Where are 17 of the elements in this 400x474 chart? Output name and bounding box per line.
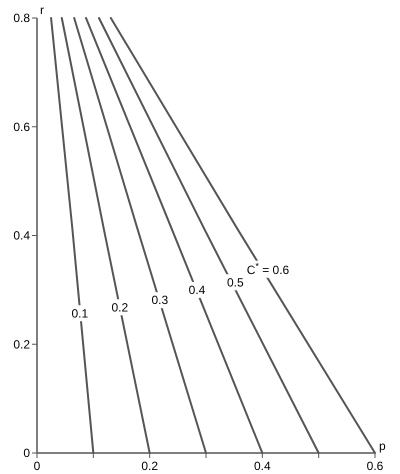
y-tick-label: 0.4 bbox=[13, 228, 30, 242]
x-tick-label: 0.2 bbox=[141, 459, 158, 473]
x-axis-title: p bbox=[379, 439, 386, 453]
x-tick-label: 0.4 bbox=[254, 459, 271, 473]
annotation: 0.5 bbox=[226, 275, 244, 290]
y-tick-label: 0.8 bbox=[13, 11, 30, 25]
y-tick-label: 0.2 bbox=[13, 337, 30, 352]
annotation: C$^{*}$ = 0.6 bbox=[246, 260, 290, 277]
x-tick-label: 0 bbox=[34, 459, 41, 473]
annotation: 0.4 bbox=[188, 282, 206, 297]
annotation: 0.1 bbox=[71, 306, 88, 320]
y-tick-label: 0 bbox=[23, 446, 30, 460]
x-tick-label: 0.6 bbox=[366, 459, 384, 473]
y-tick-label: 0.6 bbox=[13, 120, 30, 134]
annotation: 0.2 bbox=[111, 300, 128, 314]
annotation: 0.3 bbox=[151, 293, 168, 308]
y-axis-title: r bbox=[40, 3, 44, 17]
